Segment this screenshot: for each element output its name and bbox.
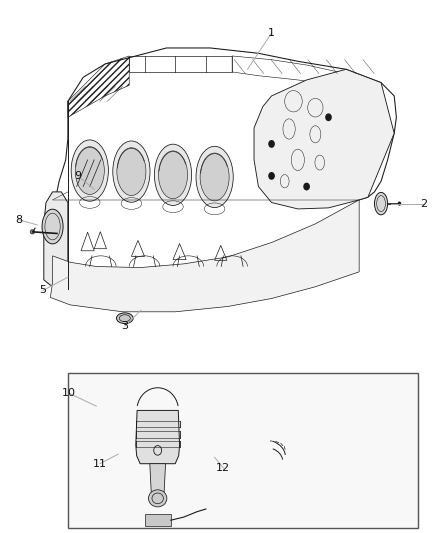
Polygon shape <box>44 192 68 289</box>
Ellipse shape <box>113 141 150 202</box>
Text: 8: 8 <box>15 215 22 224</box>
Circle shape <box>398 201 401 206</box>
Ellipse shape <box>374 192 388 215</box>
Ellipse shape <box>196 146 233 207</box>
Polygon shape <box>136 410 180 464</box>
Ellipse shape <box>159 151 187 199</box>
Ellipse shape <box>117 148 146 196</box>
Circle shape <box>269 173 274 179</box>
Ellipse shape <box>71 140 109 201</box>
Text: 1: 1 <box>268 28 275 38</box>
Bar <box>68 373 418 528</box>
Text: 12: 12 <box>216 463 230 473</box>
Ellipse shape <box>42 209 63 244</box>
Ellipse shape <box>200 153 229 201</box>
Ellipse shape <box>30 230 35 234</box>
Ellipse shape <box>117 313 133 324</box>
Circle shape <box>269 141 274 147</box>
Text: 11: 11 <box>93 459 107 469</box>
Polygon shape <box>150 464 166 498</box>
Ellipse shape <box>148 490 167 507</box>
Circle shape <box>304 183 309 190</box>
Circle shape <box>326 114 331 120</box>
Bar <box>145 514 171 526</box>
Polygon shape <box>50 200 359 312</box>
Ellipse shape <box>75 147 104 195</box>
Text: 2: 2 <box>420 199 427 208</box>
Text: 10: 10 <box>62 389 76 398</box>
Ellipse shape <box>154 144 192 205</box>
Text: 5: 5 <box>39 286 46 295</box>
Text: 3: 3 <box>121 321 128 331</box>
Text: 9: 9 <box>74 171 81 181</box>
Polygon shape <box>254 69 394 209</box>
